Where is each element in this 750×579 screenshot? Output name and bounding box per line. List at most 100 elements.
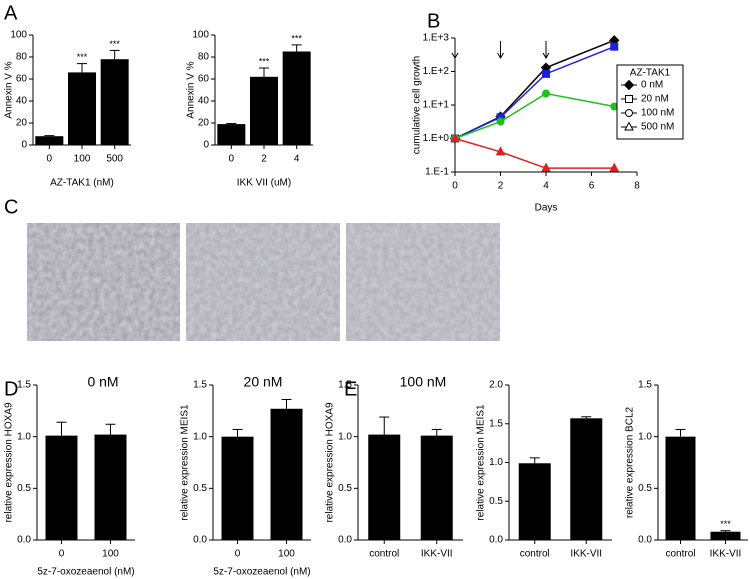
annotation: *** (259, 56, 270, 66)
series-line (454, 39, 615, 140)
y-axis-label: Annexin V % (4, 61, 15, 118)
y-tick-label: 1.5 (489, 418, 503, 429)
y-tick-label: 1.0 (338, 431, 352, 442)
x-tick-label: 0 (229, 154, 235, 165)
x-tick-label: 0 (47, 154, 53, 165)
annotation: *** (109, 39, 120, 49)
x-tick-label: control (665, 549, 695, 560)
panel-label: C (4, 196, 18, 218)
legend-label: 20 nM (641, 94, 669, 105)
y-tick-label: 0.5 (17, 483, 31, 494)
y-tick-label: 60 (16, 74, 28, 85)
panel-label: B (427, 10, 440, 32)
y-axis-label: relative expression MEIS1 (476, 404, 487, 521)
micrograph-texture (27, 223, 180, 341)
bar (68, 72, 96, 145)
marker (450, 132, 460, 142)
series-line (454, 46, 615, 140)
x-tick-label: 0 (452, 181, 458, 192)
x-tick-label: 8 (634, 181, 640, 192)
x-axis-label: Days (535, 203, 558, 214)
panel-label: D (4, 378, 18, 400)
y-tick-label: 2.0 (489, 380, 503, 391)
y-tick-label: 1.0 (193, 431, 207, 442)
legend-label: 100 nM (641, 108, 674, 119)
y-tick-label: 100 (10, 30, 27, 41)
bar (282, 51, 311, 145)
marker (542, 89, 550, 98)
y-tick-label: 1.E+2 (423, 66, 450, 77)
y-tick-label: 1.5 (193, 380, 207, 391)
marker (624, 121, 634, 131)
y-tick-label: 0.0 (17, 535, 31, 546)
y-tick-label: 60 (198, 74, 210, 85)
marker (625, 109, 633, 117)
x-axis-label: 5z-7-oxozeaenol (nM) (37, 567, 134, 578)
y-tick-label: 1.E-1 (425, 167, 449, 178)
x-tick-label: 100 (278, 549, 295, 560)
marker (623, 79, 635, 91)
y-tick-label: 1.5 (638, 380, 652, 391)
x-tick-label: 4 (543, 181, 549, 192)
y-tick-label: 80 (16, 52, 28, 63)
bar (94, 434, 127, 540)
x-tick-label: 0 (59, 549, 65, 560)
y-tick-label: 1.E+3 (423, 33, 450, 44)
y-tick-label: 1.E+0 (423, 133, 450, 144)
y-tick-label: 1.5 (17, 380, 31, 391)
legend-label: 500 nM (641, 122, 674, 133)
y-tick-label: 40 (16, 96, 28, 107)
arrow (497, 41, 504, 59)
bar (221, 436, 254, 540)
x-tick-label: 100 (74, 154, 91, 165)
bar (270, 408, 303, 540)
y-axis-label: Annexin V % (186, 61, 197, 118)
y-tick-label: 0.0 (489, 535, 503, 546)
y-tick-label: 0.5 (489, 496, 503, 507)
y-tick-label: 1.0 (638, 431, 652, 442)
marker (610, 42, 619, 51)
x-tick-label: control (369, 549, 399, 560)
bar (570, 418, 603, 540)
y-tick-label: 0 (203, 140, 209, 151)
bar (420, 435, 453, 540)
y-tick-label: 20 (16, 118, 28, 129)
annotation: *** (77, 52, 88, 62)
annotation: *** (720, 519, 731, 529)
series-line (454, 137, 615, 169)
legend-label: 0 nM (641, 80, 663, 91)
micrograph-label: 0 nM (87, 374, 118, 390)
x-axis-label: 5z-7-oxozeaenol (nM) (213, 567, 310, 578)
y-tick-label: 0.5 (193, 483, 207, 494)
micrograph-texture (346, 223, 500, 341)
legend-title: AZ-TAK1 (630, 68, 671, 79)
y-tick-label: 1.0 (489, 457, 503, 468)
y-tick-label: 100 (192, 30, 209, 41)
x-axis-label: IKK VII (uM) (237, 178, 291, 189)
marker (542, 69, 550, 78)
y-tick-label: 80 (198, 52, 210, 63)
y-tick-label: 0 (21, 140, 27, 151)
y-tick-label: 0.0 (638, 535, 652, 546)
x-tick-label: 2 (261, 154, 267, 165)
bar (100, 59, 129, 146)
bar (665, 436, 696, 540)
bar (250, 76, 278, 145)
y-axis-label: relative expression BCL2 (625, 406, 636, 518)
x-tick-label: 100 (102, 549, 119, 560)
x-tick-label: 2 (498, 181, 504, 192)
micrograph-label: 100 nM (400, 374, 447, 390)
marker (541, 162, 551, 172)
y-tick-label: 1.0 (17, 431, 31, 442)
panel-label: E (344, 378, 357, 400)
micrograph-texture (186, 223, 340, 341)
y-axis-label: relative expression HOXA9 (4, 402, 15, 522)
y-tick-label: 40 (198, 96, 210, 107)
y-tick-label: 0.0 (338, 535, 352, 546)
y-tick-label: 20 (198, 118, 210, 129)
marker (625, 95, 633, 103)
arrow (542, 41, 550, 59)
x-tick-label: control (520, 549, 550, 560)
y-axis-label: cumulative cell growth (412, 56, 423, 154)
